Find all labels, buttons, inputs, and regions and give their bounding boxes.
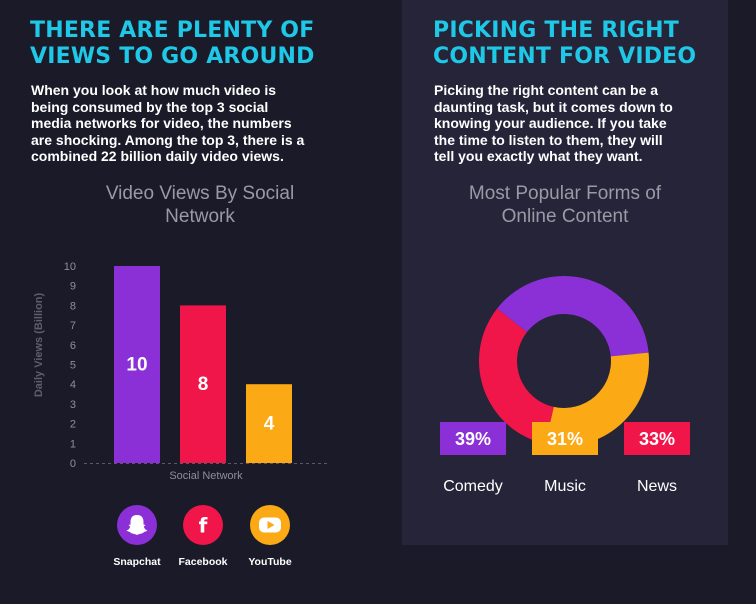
right-body-line-4: the time to listen to them, they will <box>434 131 663 148</box>
donut-value-box-news <box>624 422 690 455</box>
bar-value-label: 4 <box>264 414 275 435</box>
svg-text:f: f <box>199 514 208 538</box>
right-body-line-3: knowing your audience. If you take <box>434 115 667 131</box>
donut-category-label: Music <box>544 478 586 495</box>
bar-snapchat <box>114 266 160 463</box>
y-tick-label: 7 <box>70 320 76 332</box>
donut-category-label: Comedy <box>443 478 503 495</box>
left-body-line-4: are shocking. Among the top 3, there is … <box>31 131 305 148</box>
snapchat-button[interactable] <box>117 505 157 545</box>
right-heading-line-2: CONTENT FOR VIDEO <box>433 44 697 69</box>
facebook-label: Facebook <box>178 556 228 568</box>
bar-value-label: 10 <box>126 355 147 376</box>
y-tick-label: 4 <box>70 379 76 391</box>
left-panel: THERE ARE PLENTY OF VIEWS TO GO AROUND W… <box>30 18 328 568</box>
facebook-button[interactable]: f <box>183 505 223 545</box>
donut-slice-comedy <box>497 275 649 357</box>
donut-value-box-music <box>532 422 598 455</box>
y-tick-label: 8 <box>70 300 76 312</box>
youtube-label: YouTube <box>248 556 292 568</box>
y-tick-label: 1 <box>70 438 76 450</box>
snapchat-label: Snapchat <box>113 556 161 568</box>
y-tick-label: 10 <box>64 261 76 273</box>
right-panel: PICKING THE RIGHT CONTENT FOR VIDEO Pick… <box>402 0 728 545</box>
donut-value-label: 39% <box>455 429 491 449</box>
y-tick-label: 6 <box>70 340 76 352</box>
snapchat-ghost-icon <box>126 515 148 535</box>
donut-chart-title-line-1: Most Popular Forms of <box>468 183 662 204</box>
bar-value-label: 8 <box>198 374 209 395</box>
donut-chart: 39% Comedy 31% Music 33% News <box>440 275 690 495</box>
bar-youtube <box>246 384 292 463</box>
left-heading-line-1: THERE ARE PLENTY OF <box>30 18 315 43</box>
left-heading-line-2: VIEWS TO GO AROUND <box>30 44 315 69</box>
donut-value-box-comedy <box>440 422 506 455</box>
donut-chart-title-line-2: Online Content <box>501 206 629 227</box>
donut-value-label: 31% <box>547 429 583 449</box>
donut-slice-news <box>478 308 554 444</box>
youtube-play-icon <box>259 517 281 533</box>
donut-category-label: News <box>637 478 677 495</box>
bar-chart-title-line-1: Video Views By Social <box>105 183 295 204</box>
left-body-line-2: being consumed by the top 3 social <box>31 98 269 115</box>
youtube-button[interactable] <box>250 505 290 545</box>
y-axis-label: Daily Views (Billion) <box>33 293 45 398</box>
right-body-line-1: Picking the right content can be a <box>434 82 659 98</box>
left-body-line-5: combined 22 billion daily video views. <box>31 148 284 164</box>
facebook-icon: f <box>199 514 208 538</box>
right-body-line-2: daunting task, but it comes down to <box>434 98 673 115</box>
left-body-line-1: When you look at how much video is <box>31 82 277 98</box>
bar-chart: Daily Views (Billion) Social Network 0 1 2… <box>33 261 328 482</box>
x-axis-label: Social Network <box>169 470 243 482</box>
left-body-line-3: media networks for video, the numbers <box>31 115 292 131</box>
y-tick-label: 9 <box>70 281 76 293</box>
y-tick-label: 2 <box>70 419 76 431</box>
right-body-line-5: tell you exactly what they want. <box>434 148 643 164</box>
bar-facebook <box>180 305 226 463</box>
right-heading-line-1: PICKING THE RIGHT <box>433 18 679 43</box>
y-tick-label: 5 <box>70 360 76 372</box>
donut-value-label: 33% <box>639 429 675 449</box>
y-tick-label: 0 <box>70 458 76 470</box>
bar-chart-title-line-2: Network <box>165 206 235 227</box>
y-tick-label: 3 <box>70 399 76 411</box>
